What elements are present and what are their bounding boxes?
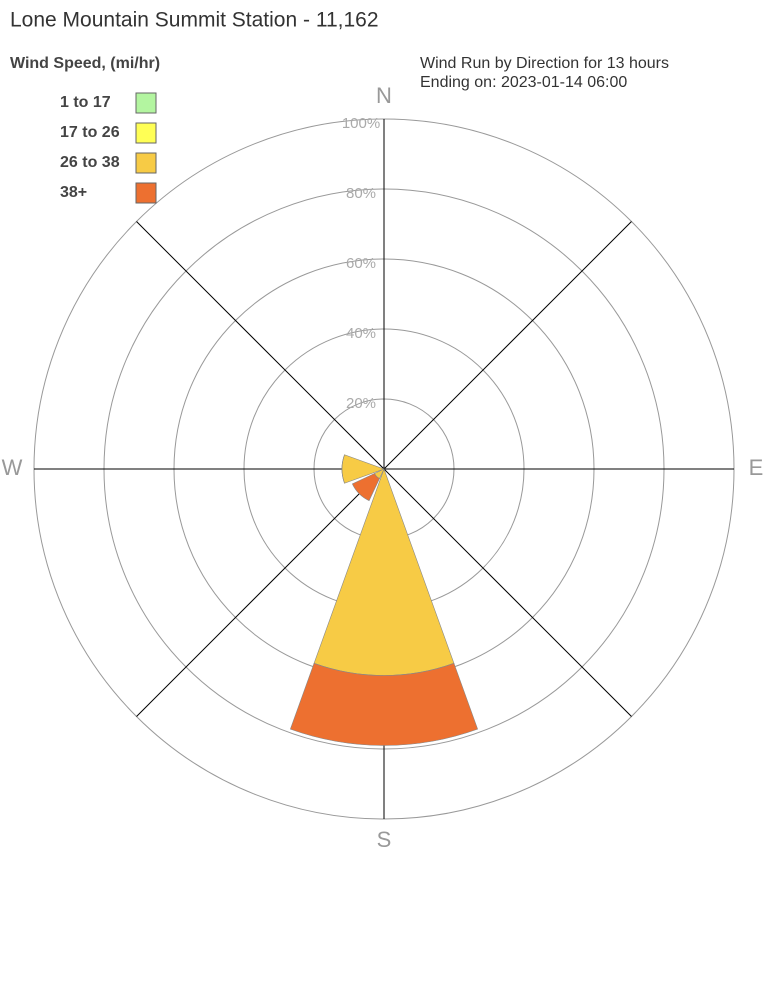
- sector: [341, 454, 345, 484]
- legend-label: 38+: [60, 184, 87, 201]
- r-tick-label: 20%: [346, 395, 376, 412]
- r-tick-label: 60%: [346, 255, 376, 272]
- legend-swatch: [135, 92, 157, 114]
- r-tick-label: 80%: [346, 185, 376, 202]
- subtitle: Ending on: 2023-01-14 06:00: [420, 74, 627, 91]
- legend-title: Wind Speed, (mi/hr): [10, 55, 160, 72]
- spoke: [383, 221, 632, 470]
- sector: [289, 662, 479, 746]
- direction-label: S: [377, 827, 392, 852]
- direction-label: W: [2, 455, 23, 480]
- chart-title: Lone Mountain Summit Station - 11,162: [10, 9, 379, 32]
- r-tick-label: 40%: [346, 325, 376, 342]
- subtitle: Wind Run by Direction for 13 hours: [420, 55, 669, 72]
- legend-swatch: [135, 182, 157, 204]
- spoke: [383, 468, 632, 717]
- spoke: [136, 221, 385, 470]
- sector: [313, 468, 455, 676]
- legend-label: 17 to 26: [60, 124, 120, 141]
- legend-label: 26 to 38: [60, 154, 120, 171]
- legend-swatch: [135, 122, 157, 144]
- legend-label: 1 to 17: [60, 94, 111, 111]
- r-tick-label: 100%: [342, 115, 380, 132]
- direction-label: E: [749, 455, 764, 480]
- spoke: [136, 468, 385, 717]
- legend-swatch: [135, 152, 157, 174]
- direction-label: N: [376, 83, 392, 108]
- sector: [351, 473, 380, 502]
